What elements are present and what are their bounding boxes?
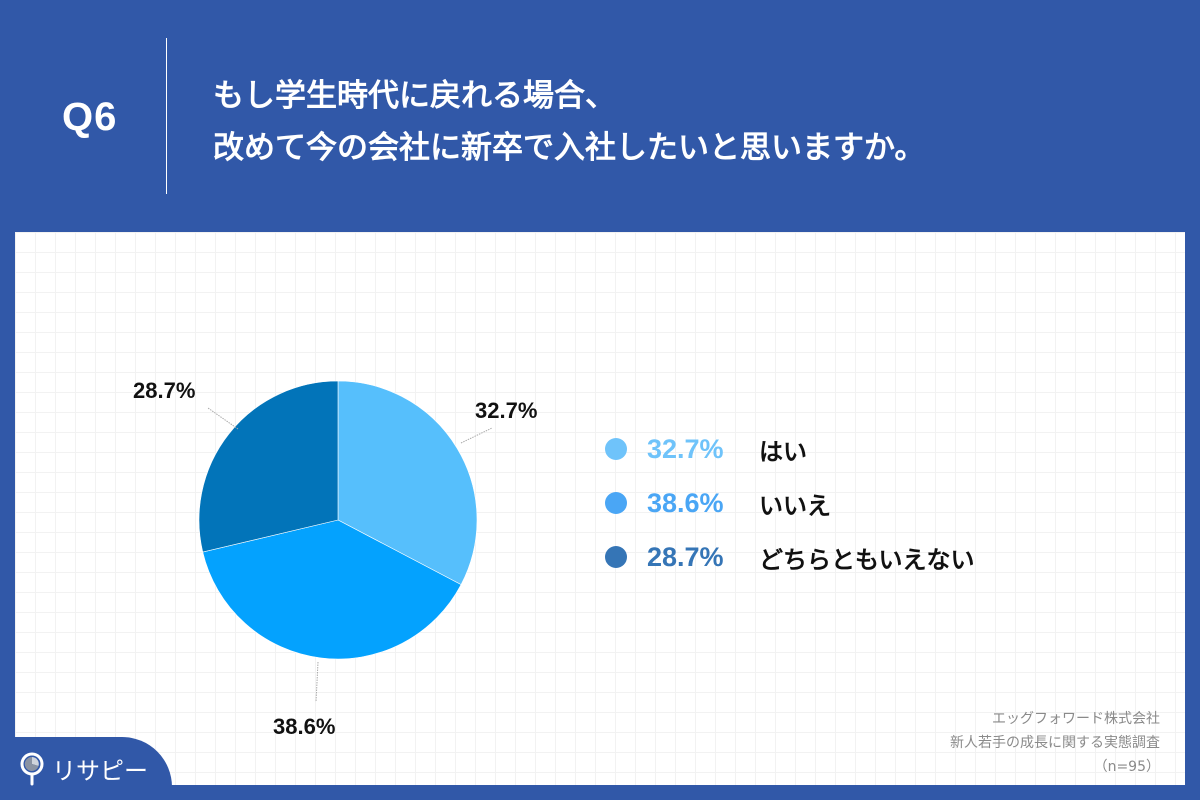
leader-line — [315, 661, 319, 703]
logo: リサピー — [20, 751, 148, 786]
legend-item-yes: 32.7% はい — [605, 422, 975, 476]
pie-label-neutral: 28.7% — [133, 378, 196, 403]
header-divider — [166, 38, 167, 194]
legend-pct: 32.7% — [647, 433, 724, 464]
pie-slice — [198, 380, 339, 553]
legend-dot-icon — [605, 438, 627, 460]
legend-item-neutral: 28.7% どちらともいえない — [605, 530, 975, 584]
pie-label-yes: 32.7% — [475, 398, 538, 423]
source-note: エッグフォワード株式会社 新人若手の成長に関する実態調査 （n=95） — [950, 707, 1160, 779]
legend-dot-icon — [605, 492, 627, 514]
logo-tab: リサピー — [0, 737, 172, 800]
legend: 32.7% はい 38.6% いいえ 28.7% どちらともいえない — [605, 422, 975, 584]
pie-chart — [198, 380, 493, 703]
header: Q6 もし学生時代に戻れる場合、 改めて今の会社に新卒で入社したいと思いますか。 — [0, 0, 1200, 232]
title-line-1: もし学生時代に戻れる場合、 — [213, 78, 616, 114]
source-sample: （n=95） — [1093, 759, 1160, 775]
leader-line — [207, 407, 239, 430]
legend-pct: 38.6% — [647, 487, 724, 518]
pie-slice — [202, 519, 462, 660]
legend-label: はい — [759, 437, 807, 466]
question-number: Q6 — [62, 95, 118, 139]
leader-line — [460, 427, 493, 444]
legend-label: どちらともいえない — [759, 545, 975, 574]
legend-dot-icon — [605, 546, 627, 568]
legend-item-no: 38.6% いいえ — [605, 476, 975, 530]
chart-panel: 32.7% 38.6% 28.7% 32.7% はい 38.6% いいえ 28.… — [15, 232, 1185, 785]
pie-label-no: 38.6% — [273, 714, 336, 739]
source-survey: 新人若手の成長に関する実態調査 — [950, 735, 1160, 751]
logo-text: リサピー — [52, 757, 148, 785]
pin-chart-icon — [20, 752, 44, 785]
legend-pct: 28.7% — [647, 541, 724, 572]
source-company: エッグフォワード株式会社 — [992, 711, 1160, 727]
question-title: もし学生時代に戻れる場合、 改めて今の会社に新卒で入社したいと思いますか。 — [213, 70, 925, 174]
legend-label: いいえ — [759, 491, 831, 520]
title-line-2: 改めて今の会社に新卒で入社したいと思いますか。 — [213, 130, 926, 166]
pie-slice — [337, 380, 478, 586]
